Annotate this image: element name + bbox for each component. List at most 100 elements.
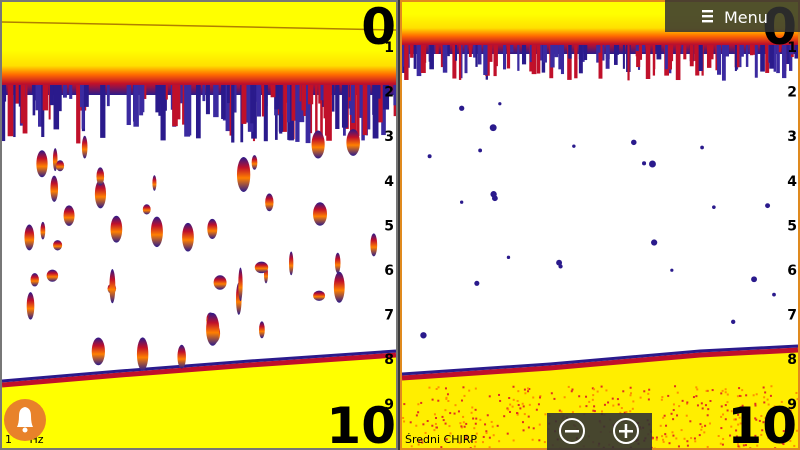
target (631, 139, 637, 146)
noise (410, 445, 413, 448)
target (498, 102, 502, 106)
target (651, 239, 658, 246)
clutter (2, 85, 6, 142)
zoom-in-button[interactable] (613, 418, 639, 444)
noise (454, 404, 457, 407)
noise (474, 408, 477, 411)
clutter (42, 85, 49, 111)
clutter (315, 85, 318, 139)
clutter (739, 45, 744, 57)
noise (506, 432, 509, 435)
noise (592, 394, 595, 397)
noise (665, 424, 668, 427)
target (712, 205, 716, 209)
noise (730, 425, 733, 428)
noise (744, 444, 747, 447)
noise (538, 396, 541, 399)
clutter (596, 45, 599, 63)
clutter (483, 45, 488, 75)
alarm-button[interactable] (4, 399, 46, 441)
zoom-out-button[interactable] (559, 418, 585, 444)
clutter (76, 85, 81, 144)
noise (630, 392, 633, 395)
clutter (521, 45, 527, 65)
noise (465, 434, 468, 437)
clutter (605, 45, 610, 60)
noise (722, 437, 725, 440)
clutter (627, 45, 630, 81)
clutter (381, 85, 386, 136)
noise (686, 444, 689, 447)
noise (741, 389, 744, 392)
noise (672, 409, 675, 412)
clutter (291, 85, 296, 121)
noise (611, 397, 614, 400)
noise (741, 404, 744, 407)
noise (623, 411, 626, 414)
noise (701, 425, 704, 428)
noise (486, 414, 489, 417)
noise (668, 442, 671, 445)
clutter (622, 45, 625, 69)
noise (499, 399, 502, 402)
noise (736, 395, 739, 398)
noise (784, 409, 787, 412)
noise (677, 445, 680, 448)
noise (706, 445, 709, 448)
clutter (458, 45, 462, 80)
noise (445, 438, 448, 441)
noise (756, 444, 759, 447)
noise (734, 418, 737, 421)
noise (417, 411, 420, 414)
clutter (754, 45, 758, 78)
noise (516, 412, 519, 415)
clutter (142, 85, 147, 99)
noise (709, 399, 712, 402)
target (556, 259, 563, 266)
clutter (57, 85, 62, 112)
noise (795, 391, 798, 394)
clutter (529, 45, 534, 63)
noise (643, 390, 646, 393)
clutter (435, 45, 439, 54)
noise (676, 391, 679, 394)
noise (763, 396, 766, 399)
noise (695, 395, 698, 398)
noise (508, 396, 511, 399)
noise (417, 443, 420, 446)
menu-button[interactable]: Menu (665, 0, 800, 32)
noise (699, 423, 702, 426)
noise (488, 446, 491, 448)
clutter (550, 45, 555, 68)
fish-echo (236, 157, 251, 192)
noise (745, 394, 748, 397)
noise (490, 420, 493, 423)
clutter (195, 85, 201, 139)
target (459, 105, 465, 111)
clutter (256, 85, 261, 117)
noise (726, 409, 729, 412)
clutter (161, 85, 164, 127)
noise (756, 438, 759, 441)
noise (700, 428, 703, 431)
clutter (689, 45, 694, 67)
clutter (721, 45, 726, 81)
clutter (301, 85, 307, 111)
clutter (407, 45, 410, 68)
clutter (773, 45, 777, 72)
noise (469, 447, 472, 448)
noise (512, 385, 515, 388)
clutter (231, 85, 235, 143)
clutter (205, 85, 210, 115)
noise (686, 402, 689, 405)
noise (762, 386, 765, 389)
noise (787, 409, 790, 412)
noise (442, 419, 445, 422)
clutter (307, 85, 314, 105)
noise (726, 401, 729, 404)
clutter (362, 85, 368, 136)
noise (696, 388, 699, 391)
clutter (48, 85, 51, 120)
clutter (402, 45, 405, 67)
noise (719, 442, 722, 445)
